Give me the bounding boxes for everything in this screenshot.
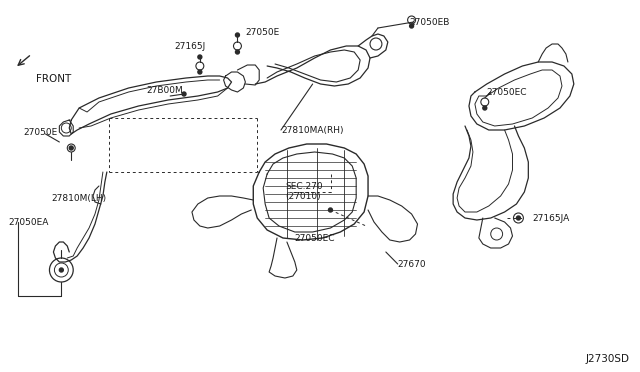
Text: 27810M(LH): 27810M(LH): [51, 194, 107, 203]
Circle shape: [198, 70, 202, 74]
Text: 27165J: 27165J: [174, 42, 205, 51]
Text: 27810MA(RH): 27810MA(RH): [281, 126, 344, 135]
Text: SEC.270: SEC.270: [285, 182, 323, 191]
Circle shape: [69, 146, 73, 150]
Text: 27050EC: 27050EC: [487, 88, 527, 97]
Circle shape: [236, 33, 239, 37]
Circle shape: [236, 50, 239, 54]
Circle shape: [182, 92, 186, 96]
Text: (27010): (27010): [285, 192, 321, 201]
Text: 27050E: 27050E: [245, 28, 280, 37]
Text: FRONT: FRONT: [36, 74, 71, 84]
Text: 27050EA: 27050EA: [8, 218, 48, 227]
Text: 27050EB: 27050EB: [410, 18, 450, 27]
Circle shape: [483, 106, 487, 110]
Text: 27050E: 27050E: [24, 128, 58, 137]
Text: 27165JA: 27165JA: [532, 214, 570, 223]
Circle shape: [60, 268, 63, 272]
Text: 27670: 27670: [397, 260, 426, 269]
Text: 27B00M: 27B00M: [147, 86, 183, 95]
Text: J2730SD: J2730SD: [586, 354, 630, 364]
Circle shape: [410, 24, 413, 28]
Circle shape: [516, 216, 520, 220]
Circle shape: [328, 208, 332, 212]
Text: 27050EC: 27050EC: [295, 234, 335, 243]
Circle shape: [198, 55, 202, 59]
